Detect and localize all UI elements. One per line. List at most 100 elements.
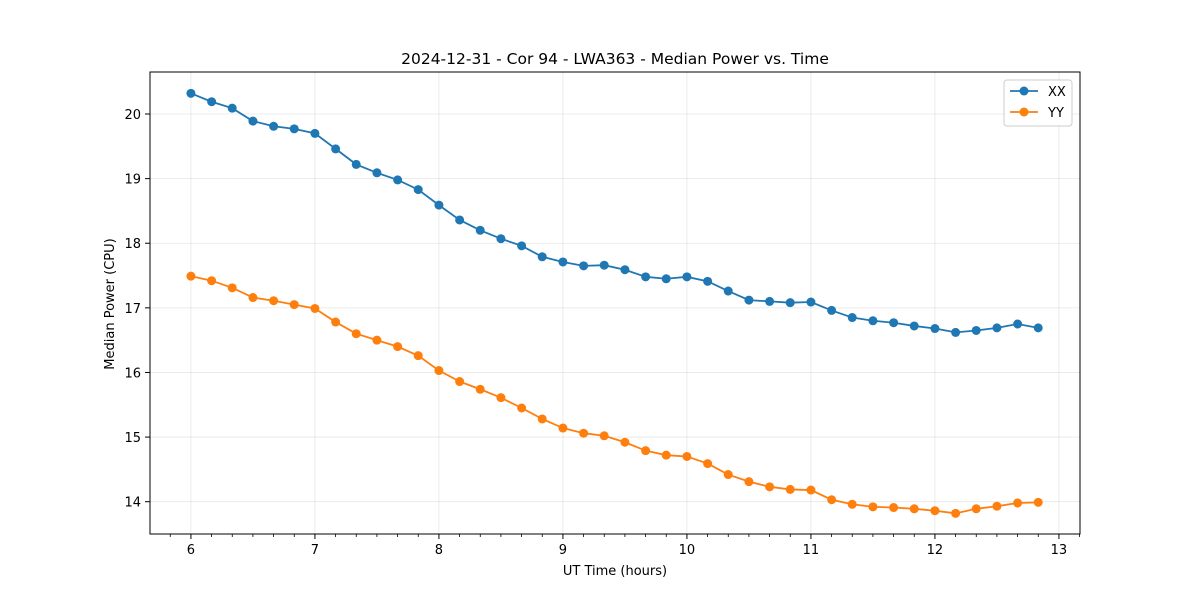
data-point-yy [289,300,299,310]
data-point-yy [1033,497,1043,507]
data-point-yy [641,446,651,456]
x-tick-label: 6 [187,543,195,558]
data-point-yy [785,484,795,494]
data-point-xx [723,286,733,296]
data-point-yy [517,403,527,413]
data-point-yy [971,504,981,514]
data-point-yy [558,423,568,433]
data-point-yy [765,482,775,492]
data-point-yy [599,431,609,441]
data-point-xx [413,185,423,195]
data-point-yy [847,499,857,509]
data-point-xx [971,325,981,335]
data-point-xx [517,241,527,251]
y-tick-label: 18 [124,237,141,252]
y-tick-label: 15 [124,431,141,446]
data-point-xx [765,296,775,306]
data-point-yy [744,477,754,487]
data-point-yy [889,503,899,513]
data-point-yy [372,335,382,345]
data-point-yy [186,271,196,281]
data-point-yy [455,377,465,387]
data-point-yy [806,485,816,495]
data-point-xx [579,261,589,271]
data-point-xx [703,276,713,286]
data-point-xx [269,121,279,131]
data-point-xx [661,274,671,284]
x-tick-label: 13 [1051,543,1068,558]
plot-frame [149,71,1081,535]
data-point-yy [579,428,589,438]
data-point-xx [744,295,754,305]
data-point-yy [537,414,547,424]
data-point-yy [992,501,1002,511]
data-point-yy [269,296,279,306]
data-point-yy [951,508,961,518]
series-layer [186,88,1043,518]
data-point-xx [475,225,485,235]
data-point-yy [248,293,258,303]
legend-marker-xx [1019,86,1029,96]
data-point-xx [992,323,1002,333]
data-point-xx [248,116,258,126]
data-point-xx [868,316,878,326]
data-point-xx [227,103,237,113]
data-point-xx [806,297,816,307]
data-point-xx [455,215,465,225]
data-point-yy [1013,498,1023,508]
y-axis-label: Median Power (CPU) [103,238,118,369]
data-point-xx [289,124,299,134]
x-tick-label: 7 [311,543,319,558]
y-tick-label: 14 [124,496,141,511]
x-tick-label: 10 [679,543,696,558]
data-point-yy [827,495,837,505]
data-point-yy [682,451,692,461]
data-point-yy [703,459,713,469]
data-point-yy [930,506,940,516]
y-tick-label: 17 [124,302,141,317]
data-point-xx [186,88,196,98]
data-point-xx [496,234,506,244]
data-point-yy [393,342,403,352]
data-point-xx [951,327,961,337]
data-point-xx [331,144,341,154]
data-point-yy [227,283,237,293]
data-point-yy [207,276,217,286]
x-tick-label: 8 [435,543,443,558]
x-tick-label: 9 [559,543,567,558]
data-point-yy [496,393,506,403]
chart-title: 2024-12-31 - Cor 94 - LWA363 - Median Po… [401,50,829,68]
data-point-xx [1033,323,1043,333]
x-tick-label: 12 [927,543,944,558]
legend-label-yy: YY [1047,106,1064,121]
data-point-xx [847,313,857,323]
y-tick-label: 16 [124,366,141,381]
data-point-xx [682,272,692,282]
grid-layer [150,72,1080,534]
data-point-yy [620,437,630,447]
data-point-yy [310,303,320,313]
data-point-xx [372,168,382,178]
legend-marker-yy [1019,107,1029,117]
data-point-xx [909,321,919,331]
data-point-yy [723,470,733,480]
data-point-xx [641,272,651,282]
data-point-yy [413,351,423,361]
data-point-yy [661,450,671,460]
legend: XX YY [1003,79,1073,127]
data-point-xx [827,305,837,315]
data-point-yy [351,329,361,339]
tick-layer: 6 7 8 9 10 11 12 13 14 15 16 17 18 19 20 [124,108,1080,558]
data-point-xx [785,298,795,308]
data-point-xx [620,265,630,275]
data-point-xx [207,97,217,107]
data-point-yy [909,504,919,514]
data-point-xx [1013,319,1023,329]
y-tick-label: 19 [124,173,141,188]
data-point-xx [889,318,899,328]
data-point-xx [393,175,403,185]
x-axis-label: UT Time (hours) [563,564,667,579]
data-point-xx [537,252,547,262]
